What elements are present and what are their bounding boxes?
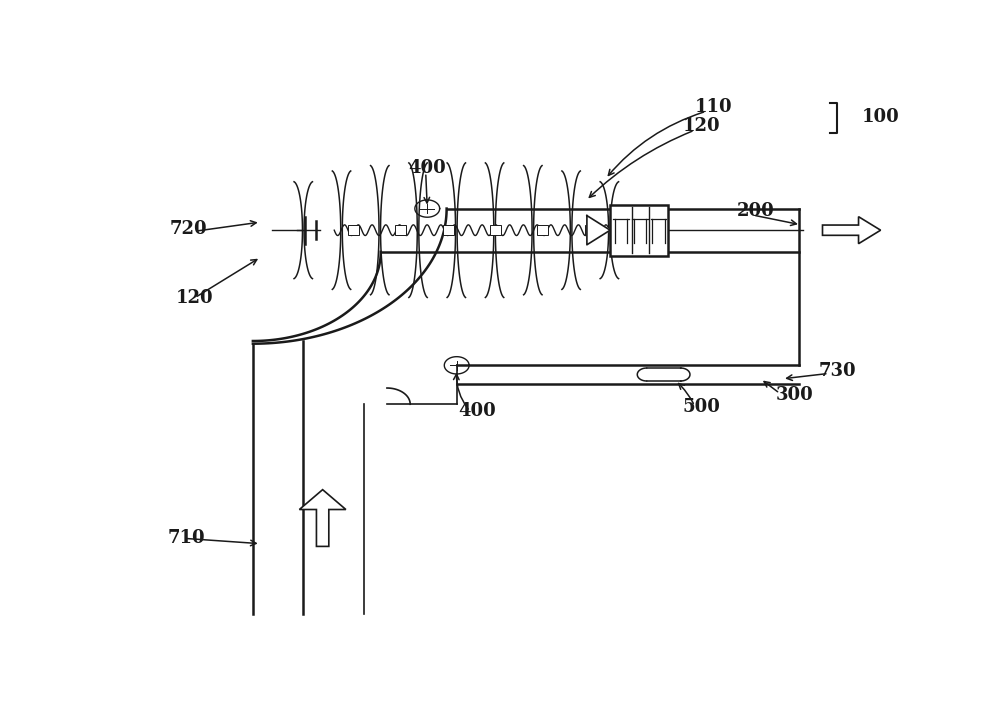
Bar <box>585 225 595 235</box>
FancyArrow shape <box>299 490 346 546</box>
Text: 720: 720 <box>170 220 208 238</box>
Text: 400: 400 <box>458 402 496 420</box>
Text: 100: 100 <box>861 107 899 126</box>
Bar <box>490 225 501 235</box>
Text: 300: 300 <box>776 386 814 404</box>
Text: 110: 110 <box>695 98 732 116</box>
Bar <box>348 225 359 235</box>
Text: 710: 710 <box>168 529 205 548</box>
Text: 120: 120 <box>683 117 721 135</box>
Text: 200: 200 <box>737 202 775 220</box>
Polygon shape <box>587 216 610 245</box>
Bar <box>537 225 548 235</box>
Text: 400: 400 <box>408 159 446 177</box>
Bar <box>443 225 454 235</box>
Text: 120: 120 <box>175 289 213 307</box>
Bar <box>610 204 668 256</box>
FancyArrow shape <box>822 217 881 244</box>
Text: 730: 730 <box>819 362 856 380</box>
Bar <box>395 225 406 235</box>
Text: 500: 500 <box>683 399 721 416</box>
